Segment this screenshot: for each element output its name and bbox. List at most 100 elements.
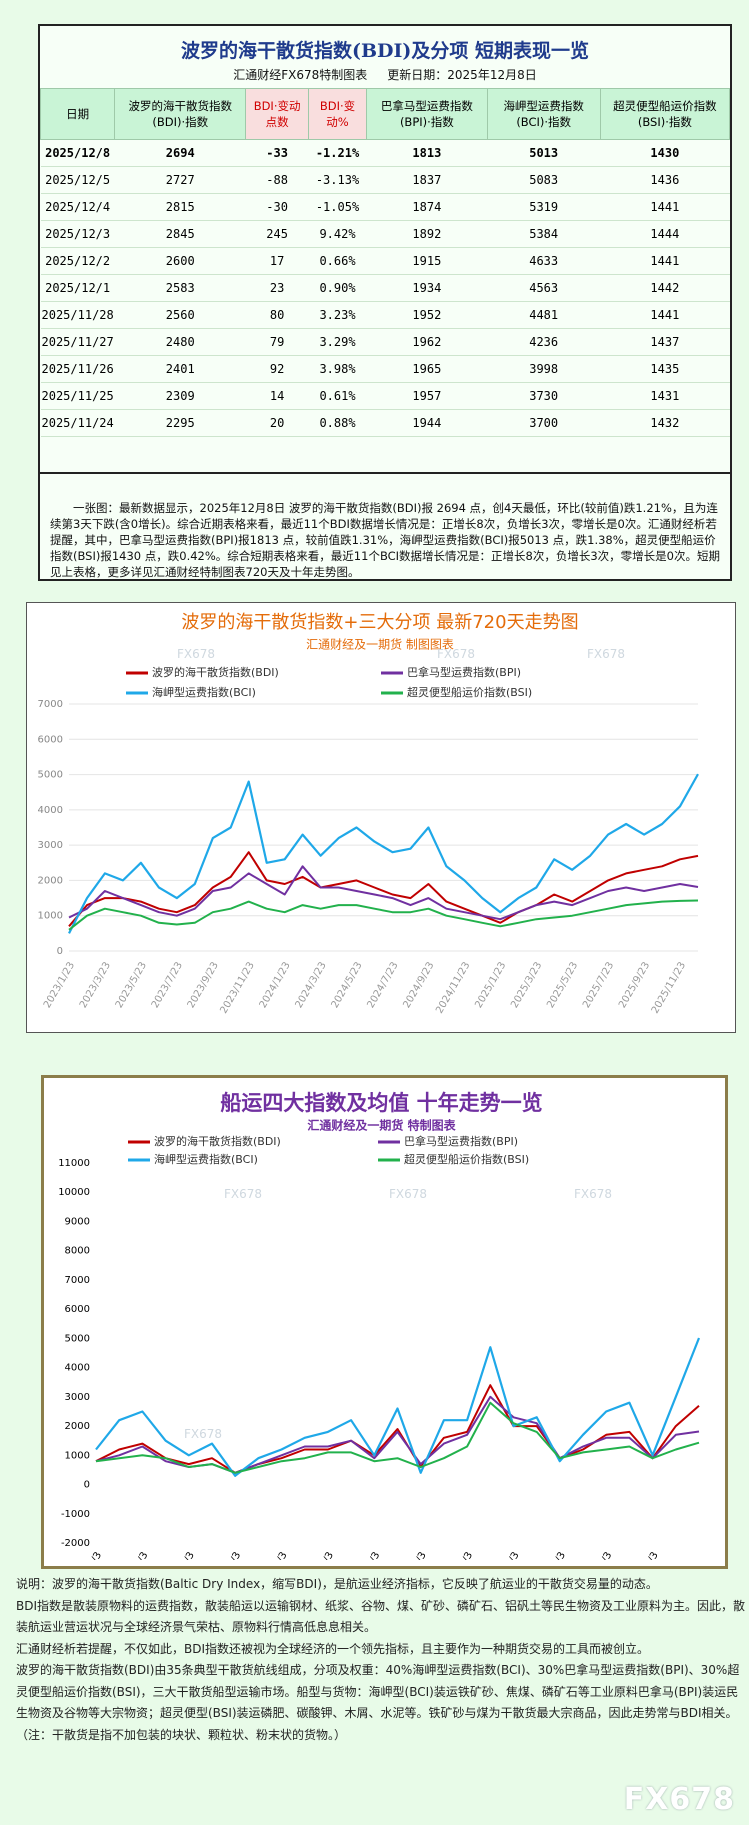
series-line	[68, 865, 699, 921]
y-tick-label: 10000	[58, 1187, 90, 1198]
watermark: FX678	[177, 647, 215, 661]
y-tick-label: 6000	[38, 734, 63, 745]
y-tick-label: 8000	[65, 1246, 90, 1257]
table-cell: 0.61%	[308, 382, 367, 410]
table-cell: 23	[245, 274, 309, 302]
table-cell: 1892	[366, 220, 488, 248]
table-row: 2025/11/28 2560 80 3.23% 1952 4481 1441	[40, 301, 730, 329]
y-tick-label: 0	[57, 946, 63, 957]
x-tick-label: 2025/11/23	[650, 960, 688, 1015]
y-tick-label: 1000	[65, 1450, 90, 1461]
table-cell: 0.66%	[308, 247, 367, 275]
x-tick-label: 2025/1/3	[629, 1550, 661, 1560]
note: 汇通财经析若提醒，不仅如此，BDI指数还被视为全球经济的一个领先指标，且主要作为…	[16, 1641, 650, 1656]
table-cell: 79	[245, 328, 309, 356]
x-tick-label: 2024/5/23	[330, 960, 365, 1010]
legend-label: 海岬型运费指数(BCI)	[152, 685, 256, 699]
table-cell: -88	[245, 166, 309, 194]
y-tick-label: 0	[84, 1480, 90, 1491]
column-header: 波罗的海干散货指数(BDI)·指数	[114, 88, 247, 140]
series-line	[68, 773, 699, 934]
table-cell: 2845	[114, 220, 246, 248]
table-cell: -1.05%	[308, 193, 367, 221]
watermark: FX678	[389, 1187, 427, 1201]
column-header: BDI·变动点数	[245, 88, 309, 140]
column-header: 日期	[39, 88, 116, 140]
x-tick-label: 2024/3/23	[294, 960, 329, 1010]
column-header: 海岬型运费指数(BCI)·指数	[486, 88, 601, 140]
x-tick-label: 2025/5/23	[545, 960, 580, 1010]
table-title: 波罗的海干散货指数(BDI)及分项 短期表现一览	[180, 40, 590, 62]
table-cell: -1.21%	[308, 139, 367, 167]
x-tick-label: 2017/1/3	[258, 1550, 290, 1560]
chart-panel: 波罗的海干散货指数+三大分项 最新720天走势图 汇通财经及一期货 制图图表 FX6…	[26, 602, 736, 1033]
table-cell: 2727	[114, 166, 246, 194]
y-tick-label: 1000	[38, 911, 63, 922]
x-tick-label: 2024/11/23	[434, 960, 472, 1015]
table-cell: 1441	[600, 247, 730, 275]
table-cell: 1962	[366, 328, 488, 356]
x-tick-label: 2024/1/3	[582, 1550, 614, 1560]
table-cell: 2815	[114, 193, 246, 221]
table-cell: 1441	[600, 301, 730, 329]
chart-panel: 船运四大指数及均值 十年走势一览 汇通财经及一期货 特制图表 FX678 FX678 F…	[41, 1075, 728, 1595]
x-tick-label: 2015/1/3	[165, 1550, 197, 1560]
table-cell: 2025/11/28	[40, 301, 115, 329]
y-tick-label: 7000	[65, 1275, 90, 1286]
table-cell: 1944	[366, 409, 488, 437]
table-cell: 14	[245, 382, 309, 410]
table-cell: 2025/12/5	[40, 166, 115, 194]
x-tick-label: 2024/9/23	[401, 960, 436, 1010]
table-cell: 2694	[114, 139, 246, 167]
table-cell: 2480	[114, 328, 246, 356]
x-tick-label: 2025/9/23	[617, 960, 652, 1010]
y-tick-label: 2000	[65, 1421, 90, 1432]
table-cell: 5384	[487, 220, 601, 248]
x-tick-label: 2025/3/23	[509, 960, 544, 1010]
table-cell: -33	[245, 139, 309, 167]
table-cell: 3998	[487, 355, 601, 383]
footer-logo: FX678	[623, 1782, 735, 1817]
x-tick-label: 2023/1/3	[536, 1550, 568, 1560]
legend-label: 波罗的海干散货指数(BDI)	[154, 1134, 281, 1148]
note: BDI指数是散装原物料的运费指数，散装船运以运输钢材、纸浆、谷物、煤、矿砂、磷矿…	[16, 1598, 746, 1635]
x-tick-label: 2021/1/3	[443, 1550, 475, 1560]
y-tick-label: 5000	[38, 770, 63, 781]
x-tick-label: 2024/1/23	[258, 960, 293, 1010]
table-cell: 1435	[600, 355, 730, 383]
legend-label: 海岬型运费指数(BCI)	[154, 1152, 258, 1166]
table-cell: 245	[245, 220, 309, 248]
watermark: FX678	[574, 1187, 612, 1201]
table-cell: 1837	[366, 166, 488, 194]
watermark: FX678	[184, 1427, 222, 1441]
y-tick-label: -2000	[61, 1538, 90, 1549]
x-tick-label: 2014/1/3	[119, 1550, 151, 1560]
table-cell: 5083	[487, 166, 601, 194]
table-cell: 4481	[487, 301, 601, 329]
legend-label: 波罗的海干散货指数(BDI)	[152, 665, 279, 679]
table-cell: 1444	[600, 220, 730, 248]
table-cell: 1874	[366, 193, 488, 221]
legend-label: 超灵便型船运价指数(BSI)	[404, 1152, 529, 1166]
table-body: 2025/12/8 2694 -33 -1.21% 1813 5013 1430 2025/1…	[40, 139, 730, 437]
table-row: 2025/12/8 2694 -33 -1.21% 1813 5013 1430	[40, 139, 730, 167]
table-row: 2025/12/3 2845 245 9.42% 1892 5384 1444	[40, 220, 730, 248]
column-header: 超灵便型船运价指数(BSI)·指数	[599, 88, 731, 140]
data-table: 日期 波罗的海干散货指数(BDI)·指数 BDI·变动点数 BDI·变动% 巴拿马型运费…	[39, 88, 731, 437]
x-tick-label: 2023/5/23	[114, 960, 149, 1010]
table-cell: 0.90%	[308, 274, 367, 302]
table-cell: 3700	[487, 409, 601, 437]
watermark: FX678	[224, 1187, 262, 1201]
series-line	[95, 1337, 701, 1477]
table-cell: 1436	[600, 166, 730, 194]
x-tick-label: 2023/7/23	[150, 960, 185, 1010]
watermark: FX678	[587, 647, 625, 661]
y-tick-label: 2000	[38, 875, 63, 886]
table-cell: 3.98%	[308, 355, 367, 383]
x-tick-label: 2013/1/3	[72, 1550, 104, 1560]
table-cell: 1442	[600, 274, 730, 302]
table-cell: 80	[245, 301, 309, 329]
table-cell: 5319	[487, 193, 601, 221]
